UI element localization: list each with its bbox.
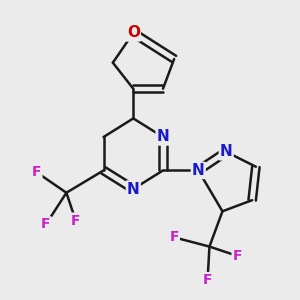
Text: F: F — [232, 249, 242, 263]
Text: O: O — [127, 26, 140, 40]
Text: F: F — [203, 273, 212, 287]
Text: N: N — [192, 163, 205, 178]
Text: N: N — [157, 130, 169, 145]
Text: F: F — [169, 230, 179, 244]
Text: F: F — [71, 214, 80, 228]
Text: N: N — [127, 182, 140, 196]
Text: F: F — [32, 165, 41, 179]
Text: N: N — [220, 144, 233, 159]
Text: F: F — [41, 217, 51, 231]
